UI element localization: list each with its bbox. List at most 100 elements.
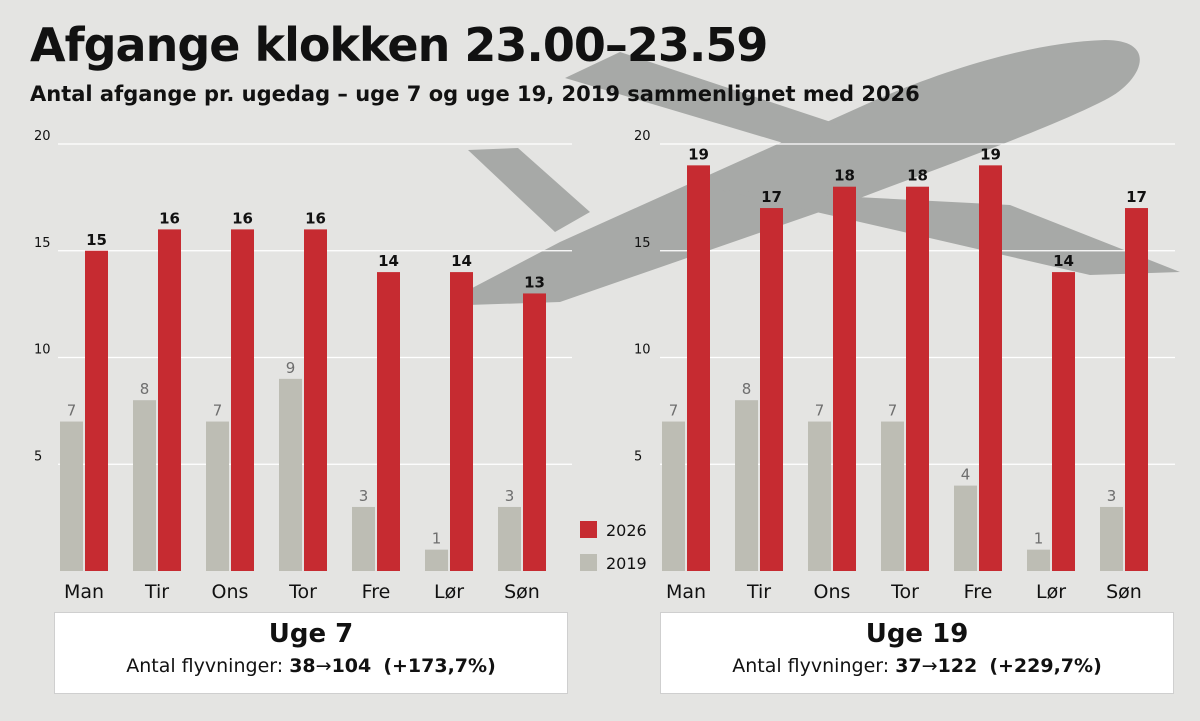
bar-2019 [498, 506, 521, 571]
y-tick-label: 5 [634, 449, 642, 464]
summary-week-title: Uge 19 [865, 619, 969, 649]
bar-2026 [1125, 208, 1148, 572]
data-label-2019: 3 [359, 487, 369, 505]
summary-to: 104 [331, 655, 372, 677]
y-tick-label: 10 [634, 343, 651, 358]
bar-2026 [1052, 272, 1075, 571]
summary-week-title: Uge 7 [268, 619, 354, 649]
y-tick-label: 15 [634, 236, 651, 251]
bar-2026 [377, 272, 400, 571]
legend-swatch-2026 [580, 521, 597, 538]
x-category-label: Tor [288, 581, 317, 603]
summary-box-week19: Uge 19 Antal flyvninger: 37→122 (+229,7%… [660, 612, 1174, 694]
data-label-2026: 14 [1053, 252, 1074, 270]
data-label-2026: 14 [378, 252, 399, 270]
legend-label-2019: 2019 [606, 554, 647, 573]
data-label-2019: 8 [742, 380, 752, 398]
bar-2019 [352, 506, 375, 571]
y-tick-label: 15 [34, 236, 51, 251]
x-category-label: Søn [504, 581, 540, 603]
data-label-2019: 7 [669, 402, 679, 420]
data-label-2026: 13 [524, 273, 545, 291]
data-label-2026: 17 [761, 188, 782, 206]
data-label-2019: 7 [815, 402, 825, 420]
data-label-2026: 16 [305, 209, 326, 227]
data-label-2019: 7 [213, 402, 223, 420]
bar-2019 [206, 421, 229, 571]
summary-from: 37 [895, 655, 922, 677]
data-label-2019: 1 [1034, 530, 1044, 548]
summary-box-week7: Uge 7 Antal flyvninger: 38→104 (+173,7%) [54, 612, 568, 694]
bar-2019 [1027, 549, 1050, 571]
summary-from: 38 [289, 655, 316, 677]
bar-2026 [304, 229, 327, 571]
bar-2019 [808, 421, 831, 571]
data-label-2026: 18 [907, 167, 928, 185]
chart-title: Afgange klokken 23.00–23.59 [30, 18, 768, 72]
bar-2026 [158, 229, 181, 571]
chart-subtitle: Antal afgange pr. ugedag – uge 7 og uge … [30, 82, 920, 106]
summary-change: (+229,7%) [989, 655, 1102, 677]
x-category-label: Man [666, 581, 706, 603]
bar-2019 [954, 485, 977, 571]
bar-2026 [523, 293, 546, 571]
summary-arrow: → [315, 655, 332, 677]
data-label-2026: 15 [86, 231, 107, 249]
bar-2026 [450, 272, 473, 571]
bar-2026 [85, 250, 108, 571]
data-label-2026: 17 [1126, 188, 1147, 206]
x-category-label: Tir [746, 581, 771, 603]
x-category-label: Man [64, 581, 104, 603]
data-label-2019: 1 [432, 530, 442, 548]
data-label-2019: 7 [888, 402, 898, 420]
y-tick-label: 5 [34, 449, 42, 464]
bar-2026 [979, 165, 1002, 571]
bar-2019 [735, 400, 758, 571]
data-label-2026: 19 [688, 145, 709, 163]
y-tick-label: 20 [34, 129, 51, 144]
x-category-label: Lør [1036, 581, 1066, 603]
x-category-label: Ons [814, 581, 851, 603]
bar-2019 [133, 400, 156, 571]
data-label-2019: 8 [140, 380, 150, 398]
y-tick-label: 20 [634, 129, 651, 144]
bar-2019 [1100, 506, 1123, 571]
data-label-2026: 16 [159, 209, 180, 227]
data-label-2026: 16 [232, 209, 253, 227]
summary-stats: Antal flyvninger: 38→104 (+173,7%) [55, 655, 567, 677]
bar-2019 [425, 549, 448, 571]
summary-stats: Antal flyvninger: 37→122 (+229,7%) [661, 655, 1173, 677]
bar-2026 [231, 229, 254, 571]
x-category-label: Ons [212, 581, 249, 603]
x-category-label: Lør [434, 581, 464, 603]
data-label-2019: 3 [1107, 487, 1117, 505]
x-category-label: Fre [362, 581, 391, 603]
bar-2019 [60, 421, 83, 571]
summary-label: Antal flyvninger: [126, 655, 284, 677]
data-label-2019: 3 [505, 487, 515, 505]
bar-2019 [881, 421, 904, 571]
summary-to: 122 [937, 655, 978, 677]
bar-2019 [662, 421, 685, 571]
summary-label: Antal flyvninger: [732, 655, 890, 677]
bar-2026 [833, 186, 856, 571]
bar-2026 [687, 165, 710, 571]
y-tick-label: 10 [34, 343, 51, 358]
x-category-label: Fre [964, 581, 993, 603]
data-label-2026: 19 [980, 145, 1001, 163]
legend-swatch-2019 [580, 554, 597, 571]
data-label-2019: 4 [961, 466, 971, 484]
x-category-label: Tor [890, 581, 919, 603]
bar-2026 [906, 186, 929, 571]
x-category-label: Søn [1106, 581, 1142, 603]
summary-change: (+173,7%) [383, 655, 496, 677]
data-label-2019: 9 [286, 359, 296, 377]
x-category-label: Tir [144, 581, 169, 603]
data-label-2026: 14 [451, 252, 472, 270]
data-label-2019: 7 [67, 402, 77, 420]
summary-arrow: → [921, 655, 938, 677]
data-label-2026: 18 [834, 167, 855, 185]
bar-2026 [760, 208, 783, 572]
legend-label-2026: 2026 [606, 521, 647, 540]
